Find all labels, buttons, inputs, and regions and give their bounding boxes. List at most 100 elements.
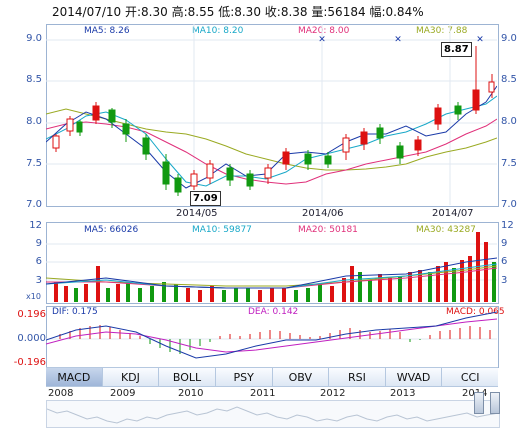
volume-bar [282,288,286,302]
candle [342,134,350,160]
candle [488,74,495,98]
candle [414,136,422,156]
price-y-left-1: 8.5 [26,74,42,85]
volume-bar [106,288,110,302]
price-y-left-0: 9.0 [26,33,42,44]
volume-bar [198,290,202,302]
price-y-right-1: 8.5 [501,74,517,85]
candle [472,46,480,114]
volume-bar [174,284,178,302]
volume-bar [270,288,274,302]
price-grid [46,24,497,205]
volume-bar [210,286,214,302]
svg-text:✕: ✕ [318,35,326,45]
volume-value: 56184 [327,5,366,19]
volume-ma30-label: MA30: 43287 [416,225,476,235]
volume-bar [378,274,382,302]
volume-bar [444,262,448,302]
volume-y-left-3: 3 [35,275,42,286]
volume-bar [342,278,346,302]
range-handle-right[interactable] [490,392,500,414]
candle [108,108,116,128]
candle [246,170,254,190]
overview-year-2008: 2008 [48,388,74,399]
dea-line [46,318,497,353]
tab-rsi[interactable]: RSI [329,368,386,386]
candle [206,160,214,184]
close-value: 8.38 [280,5,308,19]
volume-ma10-label: MA10: 59877 [192,225,252,235]
ma10-line [46,95,497,187]
volume-y-right-3: 3 [501,275,508,286]
volume-label: 量: [311,5,328,19]
volume-bar [428,272,432,302]
volume-bar [350,266,354,302]
candle [122,119,130,142]
overview-range-bar[interactable] [46,400,500,428]
volume-bar [330,286,334,302]
candle [324,152,332,168]
volume-bar [74,288,78,302]
close-label: 收: [264,5,281,19]
candle [454,102,462,120]
volume-bar [452,268,456,302]
volume-ma30-line [46,265,497,287]
candle [434,104,442,130]
volume-bar [64,286,68,302]
candle [226,164,234,186]
volume-bar [234,288,238,302]
price-y-left-4: 7.0 [26,199,42,210]
tab-boll[interactable]: BOLL [159,368,216,386]
volume-y-left-0: 12 [29,220,42,231]
tab-macd[interactable]: MACD [46,368,103,386]
candles [52,46,495,196]
volume-bar [306,288,310,302]
overview-year-2010: 2010 [178,388,204,399]
volume-bar [368,280,372,302]
quote-date: 2014/07/10 [52,5,122,19]
date-label-jul: 2014/07 [432,208,474,219]
candle [264,164,272,184]
dif-line [46,311,497,359]
candle [66,116,74,136]
macd-histogram [59,325,491,354]
volume-y-right-0: 12 [501,220,514,231]
indicator-tabs: MACD KDJ BOLL PSY OBV RSI WVAD CCI [46,367,498,387]
overview-year-2011: 2011 [250,388,276,399]
tab-psy[interactable]: PSY [216,368,273,386]
high-label: 高: [171,5,188,19]
overview-year-2013: 2013 [390,388,416,399]
macd-y-left-2: -0.196 [13,357,46,368]
volume-bar [358,272,362,302]
candle [92,102,100,124]
price-y-right-0: 9.0 [501,33,517,44]
high-value: 8.55 [187,5,215,19]
tab-kdj[interactable]: KDJ [103,368,160,386]
volume-bar [96,266,100,302]
overview-year-2009: 2009 [110,388,136,399]
macd-y-left-1: 0.000 [17,333,46,344]
macd-y-left-0: 0.196 [17,309,46,320]
volume-bar [388,278,392,302]
macd-chart-panel[interactable] [46,306,499,368]
tab-obv[interactable]: OBV [273,368,330,386]
range-handle-left[interactable] [474,392,484,414]
candle [142,134,150,160]
volume-bar [116,284,120,302]
price-ma5-label: MA5: 8.26 [84,26,130,36]
volume-bar [484,242,488,302]
price-chart-svg: ✕ ✕ ✕ [46,24,497,205]
quote-header: 2014/07/10 开:8.30 高:8.55 低:8.30 收:8.38 量… [52,3,424,20]
open-value: 8.30 [141,5,168,19]
price-ma30-label: MA30: 7.88 [416,26,468,36]
price-y-right-4: 7.0 [501,199,517,210]
volume-y-left-1: 9 [35,238,42,249]
tab-cci[interactable]: CCI [460,370,480,384]
candle [174,174,182,196]
ma30-line [46,108,497,171]
candle [190,170,198,190]
volume-bar [318,284,322,302]
candle [304,150,312,170]
macd-value-label: MACD: 0.065 [446,307,505,317]
tab-wvad[interactable]: WVAD [386,368,443,386]
